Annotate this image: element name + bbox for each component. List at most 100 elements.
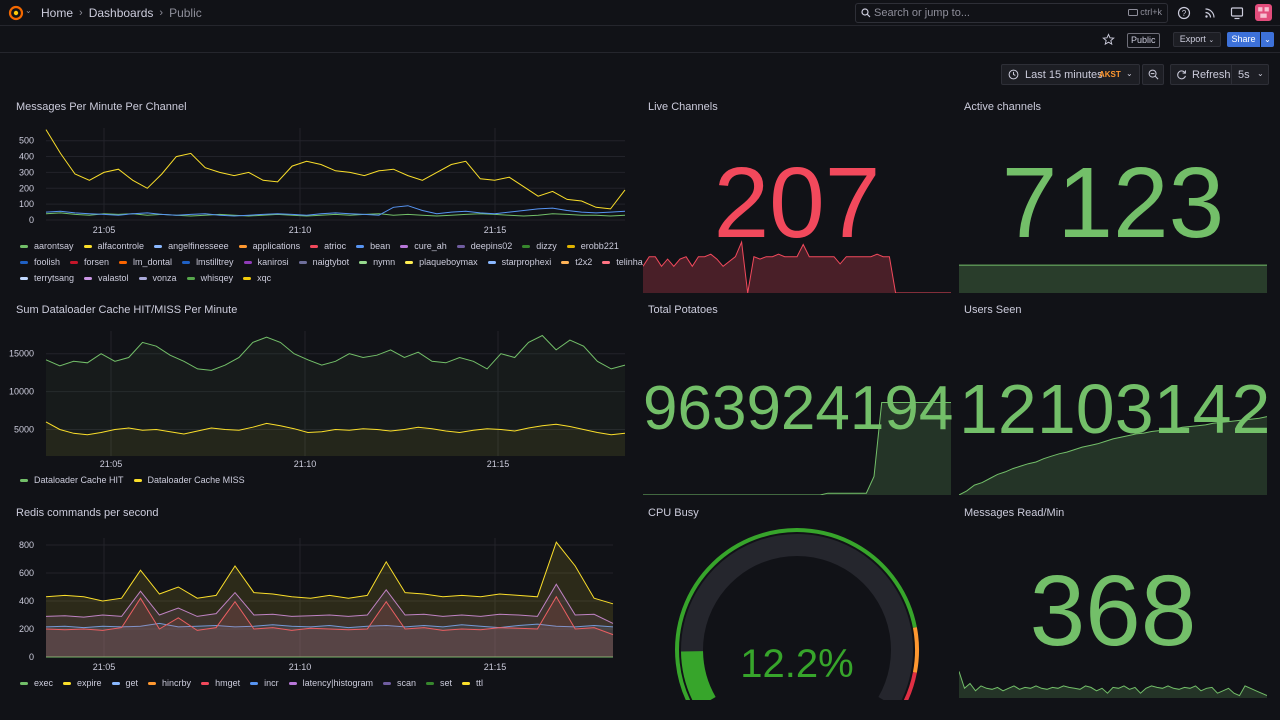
legend-item[interactable]: hincrby: [148, 678, 191, 688]
legend-item[interactable]: bean: [356, 241, 390, 251]
avatar[interactable]: [1255, 4, 1272, 21]
refresh-button[interactable]: Refresh: [1170, 64, 1232, 85]
series-line[interactable]: [45, 334, 626, 371]
rss-icon[interactable]: [1202, 5, 1218, 21]
legend-swatch: [63, 681, 72, 685]
legend-item[interactable]: lmstilltrey: [182, 257, 234, 267]
y-tick-label: 500: [19, 136, 34, 146]
export-button[interactable]: Export ⌄: [1173, 32, 1221, 47]
legend-item[interactable]: deepins02: [456, 241, 512, 251]
panel-title-active-channels[interactable]: Active channels: [964, 101, 1042, 113]
legend-item[interactable]: Dataloader Cache HIT: [20, 475, 124, 485]
refresh-interval-picker[interactable]: 5s ⌄: [1232, 64, 1269, 85]
monitor-icon[interactable]: [1229, 5, 1245, 21]
legend-item[interactable]: nymn: [359, 257, 395, 267]
legend-item[interactable]: plaqueboymax: [405, 257, 478, 267]
series-line[interactable]: [45, 583, 614, 624]
legend-item[interactable]: telinha: [602, 257, 643, 267]
legend-item[interactable]: aarontsay: [20, 241, 74, 251]
legend-item[interactable]: xqc: [243, 273, 271, 283]
star-icon[interactable]: [1102, 33, 1115, 46]
series-line[interactable]: [45, 595, 614, 636]
y-tick-label: 15000: [9, 349, 34, 359]
grafana-logo-icon[interactable]: [8, 5, 24, 21]
legend-item[interactable]: angelfinesseee: [154, 241, 229, 251]
share-button[interactable]: Share: [1227, 32, 1260, 47]
breadcrumb-home[interactable]: Home: [41, 6, 74, 20]
messages-read-sparkline: [959, 671, 1267, 698]
series-line[interactable]: [45, 212, 626, 217]
cache-hit-miss-chart[interactable]: 5000 10000 15000 21:05 21:10 21:15: [0, 326, 640, 472]
legend-item[interactable]: vonza: [138, 273, 177, 283]
panel-title-users-seen[interactable]: Users Seen: [964, 304, 1022, 316]
legend-item[interactable]: atrioc: [310, 241, 346, 251]
legend-item[interactable]: starprophexi: [487, 257, 551, 267]
legend-item[interactable]: alfacontrole: [83, 241, 144, 251]
legend-swatch: [243, 276, 252, 280]
legend-label: whisqey: [200, 273, 234, 283]
legend-item[interactable]: erobb221: [566, 241, 619, 251]
legend-swatch: [119, 260, 128, 264]
legend-label: plaqueboymax: [419, 257, 478, 267]
breadcrumb-dashboards[interactable]: Dashboards: [88, 6, 154, 20]
legend-item[interactable]: terrytsang: [20, 273, 74, 283]
legend-item[interactable]: scan: [382, 678, 416, 688]
legend-label: incr: [264, 678, 279, 688]
legend-swatch: [84, 276, 93, 280]
series-line[interactable]: [45, 541, 614, 605]
panel-title-cache[interactable]: Sum Dataloader Cache HIT/MISS Per Minute: [16, 304, 238, 316]
legend-item[interactable]: exec: [20, 678, 53, 688]
legend-row: terrytsang valastol vonza whisqey xqc: [20, 273, 281, 283]
legend-item[interactable]: incr: [250, 678, 279, 688]
legend-item[interactable]: latency|histogram: [288, 678, 373, 688]
series-area: [46, 596, 613, 657]
users-seen-sparkline: [959, 416, 1267, 495]
legend-swatch: [382, 681, 391, 685]
series-line[interactable]: [45, 421, 626, 436]
legend-swatch: [182, 260, 191, 264]
series-line[interactable]: [45, 205, 626, 217]
time-range-picker[interactable]: Last 15 minutes AKST ⌄: [1001, 64, 1140, 85]
legend-item[interactable]: foolish: [20, 257, 60, 267]
svg-text:?: ?: [1182, 9, 1187, 18]
y-tick-label: 800: [19, 540, 34, 550]
legend-item[interactable]: dizzy: [522, 241, 557, 251]
legend-item[interactable]: hmget: [201, 678, 240, 688]
export-button-label: Export: [1179, 34, 1206, 44]
series-line[interactable]: [45, 129, 626, 210]
legend-item[interactable]: whisqey: [186, 273, 234, 283]
legend-item[interactable]: forsen: [70, 257, 109, 267]
legend-item[interactable]: t2x2: [561, 257, 592, 267]
series-line[interactable]: [45, 622, 614, 629]
legend-swatch: [20, 244, 28, 248]
legend-item[interactable]: lm_dontal: [119, 257, 172, 267]
legend-item[interactable]: get: [111, 678, 138, 688]
panel-title-messages[interactable]: Messages Per Minute Per Channel: [16, 101, 187, 113]
panel-title-redis[interactable]: Redis commands per second: [16, 507, 159, 519]
panel-title-total-potatoes[interactable]: Total Potatoes: [648, 304, 718, 316]
search-input[interactable]: Search or jump to... ctrl+k: [855, 3, 1168, 23]
panel-title-messages-read[interactable]: Messages Read/Min: [964, 507, 1065, 519]
redis-commands-chart[interactable]: 0 200 400 600 800 21:05 21:10 21:15: [0, 530, 640, 675]
messages-per-minute-chart[interactable]: 0 100 200 300 400 500 21:05 21:10 21:15: [0, 120, 640, 235]
panel-title-cpu-busy[interactable]: CPU Busy: [648, 507, 699, 519]
refresh-interval-label: 5s: [1238, 69, 1250, 81]
legend-label: set: [439, 678, 452, 688]
search-shortcut-label: ctrl+k: [1140, 7, 1162, 17]
legend-item[interactable]: applications: [238, 241, 300, 251]
legend-item[interactable]: cure_ah: [400, 241, 447, 251]
share-options-button[interactable]: ⌄: [1261, 32, 1274, 47]
legend-label: dizzy: [536, 241, 557, 251]
chevron-down-icon[interactable]: ⌄: [25, 6, 32, 15]
legend-item[interactable]: kanirosi: [243, 257, 289, 267]
legend-item[interactable]: ttl: [462, 678, 483, 688]
help-icon[interactable]: ?: [1176, 5, 1192, 21]
zoom-out-button[interactable]: [1142, 64, 1164, 85]
legend-item[interactable]: expire: [63, 678, 102, 688]
legend-item[interactable]: naigtybot: [298, 257, 349, 267]
gauge-threshold-band: [912, 627, 919, 673]
panel-title-live-channels[interactable]: Live Channels: [648, 101, 718, 113]
legend-item[interactable]: valastol: [84, 273, 129, 283]
legend-item[interactable]: Dataloader Cache MISS: [133, 475, 245, 485]
legend-item[interactable]: set: [425, 678, 452, 688]
